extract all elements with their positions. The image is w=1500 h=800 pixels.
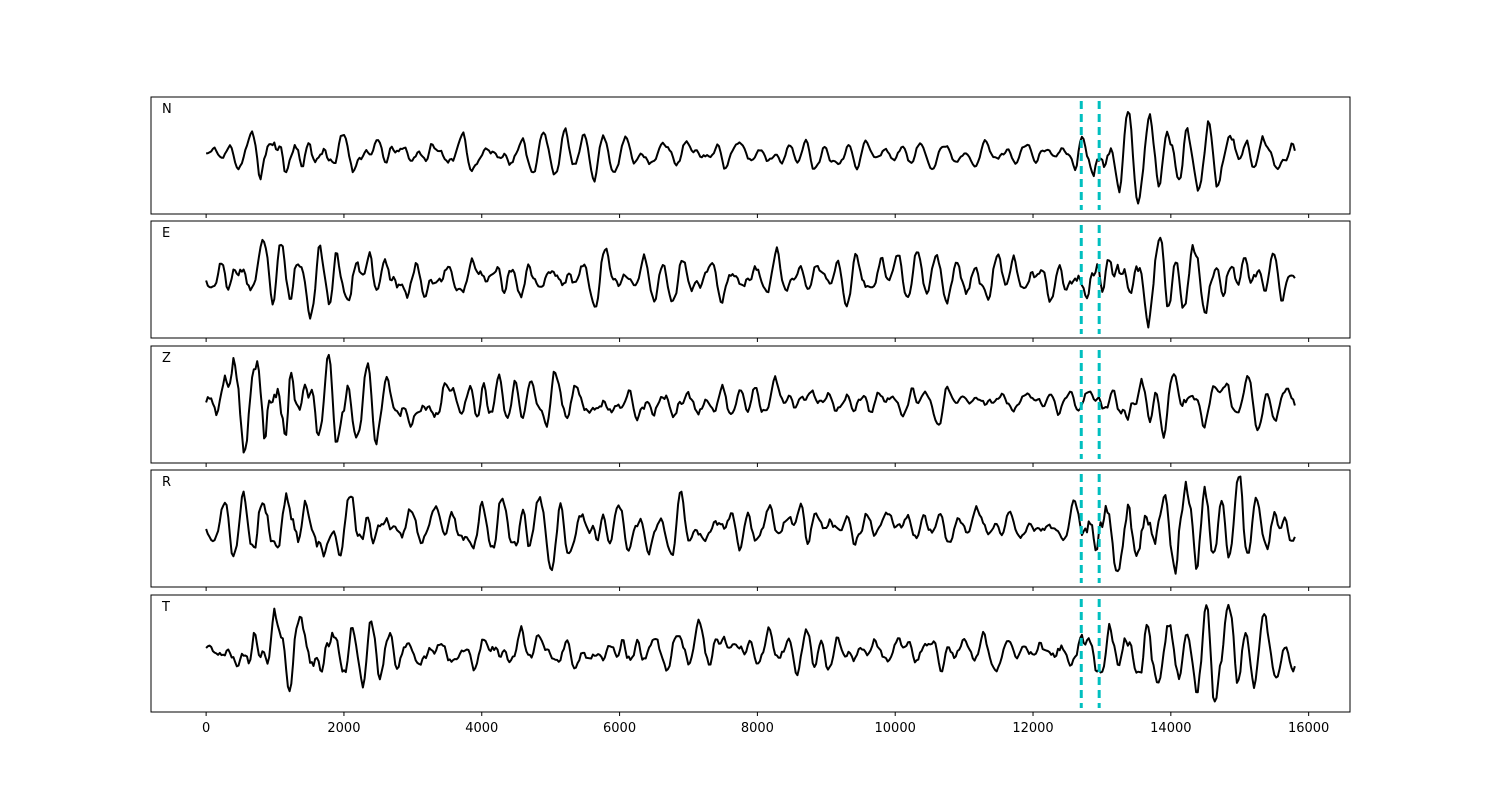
x-tick-label: 12000 xyxy=(1012,721,1053,736)
panel-r: R xyxy=(150,469,1351,591)
x-tick-label: 4000 xyxy=(465,721,498,736)
panel-frame xyxy=(150,469,1351,588)
panel-e: E xyxy=(150,220,1351,342)
x-tick-label: 2000 xyxy=(327,721,360,736)
waveform-trace xyxy=(205,475,1296,575)
panel-label: N xyxy=(162,102,172,117)
panel-frame xyxy=(150,594,1351,713)
panel-t: T xyxy=(150,594,1351,716)
x-tick-label: 8000 xyxy=(741,721,774,736)
x-axis: 0 2000 4000 6000 8000 10000 12000 14000 16000 xyxy=(202,721,1329,736)
x-tick-label: 10000 xyxy=(875,721,916,736)
panel-n: N xyxy=(150,96,1351,218)
panel-frame xyxy=(150,220,1351,339)
panel-label: E xyxy=(162,226,170,241)
x-tick-label: 6000 xyxy=(603,721,636,736)
waveform-trace xyxy=(205,111,1296,205)
panel-z: Z xyxy=(150,345,1351,467)
panels: N E Z R T xyxy=(150,96,1351,716)
panel-label: T xyxy=(161,600,170,615)
panel-label: Z xyxy=(162,351,171,366)
x-tick-label: 0 xyxy=(202,721,210,736)
x-tick-label: 16000 xyxy=(1288,721,1329,736)
panel-frame xyxy=(150,96,1351,215)
x-tick-label: 14000 xyxy=(1150,721,1191,736)
waveform-trace xyxy=(205,236,1296,329)
waveform-trace xyxy=(205,603,1296,703)
panel-label: R xyxy=(162,475,171,490)
panel-frame xyxy=(150,345,1351,464)
waveform-trace xyxy=(205,353,1296,454)
